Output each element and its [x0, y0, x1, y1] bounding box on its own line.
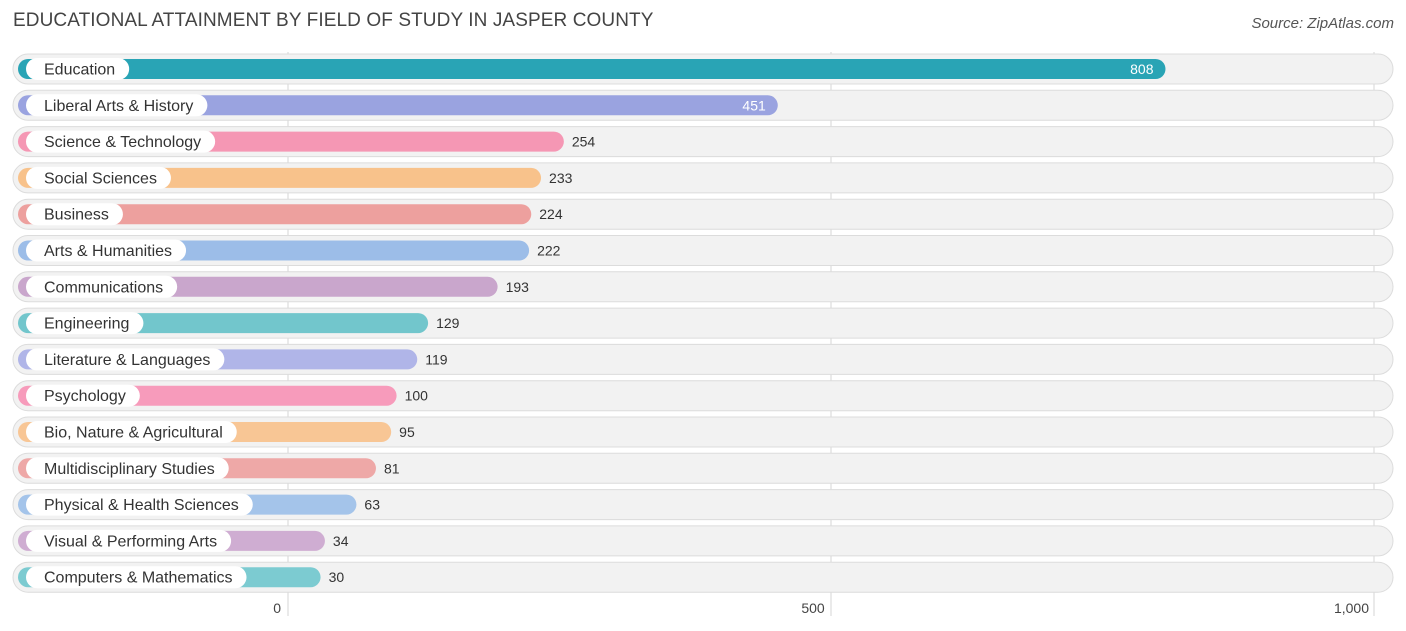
category-label-pill: [26, 457, 229, 480]
category-label: Social Sciences: [44, 170, 157, 187]
category-label-pill: [26, 348, 225, 371]
category-label-pill: [26, 239, 187, 262]
row-background: [12, 525, 1394, 557]
bar: [18, 204, 532, 225]
value-label: 193: [506, 279, 530, 295]
value-label: 224: [539, 206, 563, 222]
bar-row: Education 808: [12, 53, 1394, 85]
category-label-pill: [26, 384, 140, 407]
category-label: Communications: [44, 279, 163, 296]
bar: [18, 95, 778, 116]
value-label: 222: [537, 243, 561, 259]
bar-row: Psychology 100: [12, 380, 1394, 412]
row-background: [12, 561, 1394, 593]
chart-title: EDUCATIONAL ATTAINMENT BY FIELD OF STUDY…: [13, 10, 654, 31]
category-label-pill: [26, 94, 208, 117]
category-label: Bio, Nature & Agricultural: [44, 425, 223, 442]
category-label: Education: [44, 62, 115, 79]
bar-row: Engineering 129: [12, 307, 1394, 339]
bar-row: Visual & Performing Arts 34: [12, 525, 1394, 557]
row-background: [12, 489, 1394, 521]
category-label: Science & Technology: [44, 134, 201, 151]
x-tick-label: 1,000: [1334, 600, 1369, 616]
category-label: Liberal Arts & History: [44, 98, 193, 115]
category-label: Business: [44, 207, 109, 224]
value-label: 808: [1130, 61, 1154, 77]
bar: [18, 59, 1166, 79]
value-label: 95: [399, 424, 415, 440]
category-label-pill: [26, 203, 123, 226]
x-tick-label: 500: [801, 600, 825, 616]
bar-row: Physical & Health Sciences 63: [12, 489, 1394, 521]
category-label: Engineering: [44, 316, 129, 333]
category-label-pill: [26, 130, 216, 153]
bar-row: Social Sciences 233: [12, 162, 1394, 194]
category-label: Arts & Humanities: [44, 243, 172, 260]
category-label-pill: [26, 312, 144, 335]
value-label: 233: [549, 170, 573, 186]
value-label: 30: [329, 569, 345, 585]
bar-row: Literature & Languages 119: [12, 343, 1394, 375]
category-label-pill: [26, 566, 247, 589]
value-label: 254: [572, 134, 596, 150]
value-label: 63: [364, 497, 380, 513]
category-label: Multidisciplinary Studies: [44, 461, 215, 478]
category-label: Psychology: [44, 388, 126, 405]
category-label: Visual & Performing Arts: [44, 533, 217, 550]
bar-row: Bio, Nature & Agricultural 95: [12, 416, 1394, 448]
category-label-pill: [26, 421, 237, 443]
bar-row: Computers & Mathematics 30: [12, 561, 1394, 593]
bar-row: Multidisciplinary Studies 81: [12, 452, 1394, 484]
bar-row: Science & Technology 254: [12, 126, 1394, 158]
bar-row: Liberal Arts & History 451: [12, 89, 1394, 121]
category-label: Literature & Languages: [44, 352, 210, 369]
category-label-pill: [26, 275, 178, 298]
bar-row: Arts & Humanities 222: [12, 235, 1394, 266]
bar-row: Communications 193: [12, 271, 1394, 303]
category-label-pill: [26, 529, 232, 552]
bar-row: Business 224: [12, 198, 1394, 230]
category-label-pill: [26, 493, 253, 516]
value-label: 119: [425, 351, 448, 367]
x-tick-label: 0: [273, 600, 281, 616]
value-label: 34: [333, 533, 349, 549]
category-label: Computers & Mathematics: [44, 570, 233, 587]
source-note: Source: ZipAtlas.com: [1251, 15, 1394, 32]
category-label-pill: [26, 166, 171, 189]
category-label-pill: [26, 58, 130, 80]
category-label: Physical & Health Sciences: [44, 497, 239, 514]
value-label: 129: [436, 315, 460, 331]
value-label: 100: [405, 388, 429, 404]
value-label: 81: [384, 460, 400, 476]
value-label: 451: [742, 97, 766, 113]
